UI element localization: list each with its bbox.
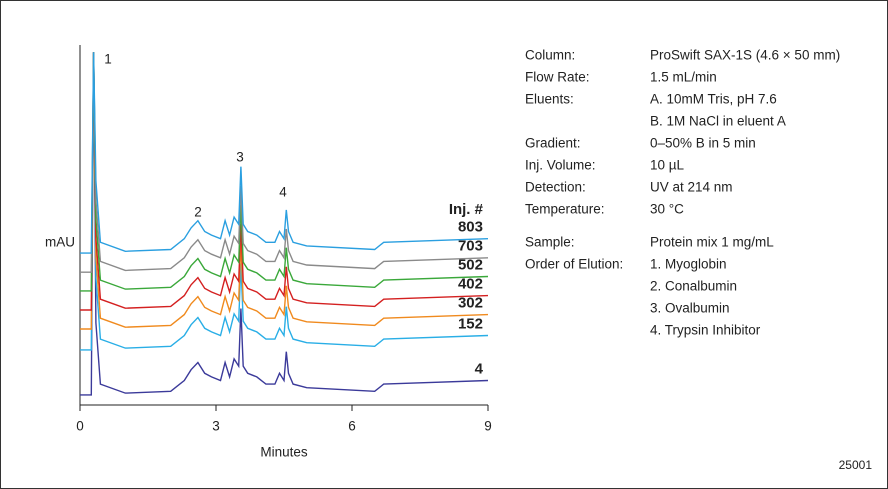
info-value: 0–50% B in 5 min <box>650 136 756 151</box>
info-label: Flow Rate: <box>525 70 590 85</box>
info-value: 1. Myoglobin <box>650 257 727 272</box>
info-value: 4. Trypsin Inhibitor <box>650 323 761 338</box>
info-value: ProSwift SAX-1S (4.6 × 50 mm) <box>650 48 840 63</box>
legend-label: 703 <box>458 238 483 255</box>
trace <box>80 52 489 311</box>
legend-title: Inj. # <box>449 201 484 218</box>
peak-label: 1 <box>104 52 112 67</box>
info-label: Column: <box>525 48 575 63</box>
info-label: Detection: <box>525 180 586 195</box>
trace <box>80 52 489 396</box>
figure-id: 25001 <box>839 458 873 472</box>
y-axis-label: mAU <box>45 235 75 250</box>
info-label: Eluents: <box>525 92 574 107</box>
trace <box>80 52 489 273</box>
trace <box>80 52 489 254</box>
peak-label: 3 <box>236 150 244 165</box>
x-axis-label: Minutes <box>260 445 308 460</box>
trace <box>80 52 489 351</box>
peak-label: 2 <box>194 205 202 220</box>
info-value: Protein mix 1 mg/mL <box>650 235 774 250</box>
legend-label: 803 <box>458 219 483 236</box>
x-tick-label: 0 <box>76 419 84 434</box>
info-value: 1.5 mL/min <box>650 70 717 85</box>
x-tick-label: 3 <box>212 419 220 434</box>
info-label: Order of Elution: <box>525 257 623 272</box>
legend-label: 152 <box>458 315 483 332</box>
trace <box>80 52 489 292</box>
x-tick-label: 6 <box>348 419 356 434</box>
info-value: A. 10mM Tris, pH 7.6 <box>650 92 777 107</box>
info-label: Gradient: <box>525 136 581 151</box>
info-value: 10 µL <box>650 158 685 173</box>
legend-label: 4 <box>475 360 484 377</box>
info-value: 30 °C <box>650 202 684 217</box>
info-value: 2. Conalbumin <box>650 279 737 294</box>
x-tick-label: 9 <box>484 419 492 434</box>
info-label: Inj. Volume: <box>525 158 596 173</box>
info-label: Temperature: <box>525 202 605 217</box>
info-value: B. 1M NaCl in eluent A <box>650 114 786 129</box>
info-value: UV at 214 nm <box>650 180 733 195</box>
trace <box>80 52 489 330</box>
legend-label: 502 <box>458 256 483 273</box>
peak-label: 4 <box>279 185 287 200</box>
legend-label: 302 <box>458 295 483 312</box>
info-value: 3. Ovalbumin <box>650 301 730 316</box>
legend-label: 402 <box>458 276 483 293</box>
info-label: Sample: <box>525 235 575 250</box>
